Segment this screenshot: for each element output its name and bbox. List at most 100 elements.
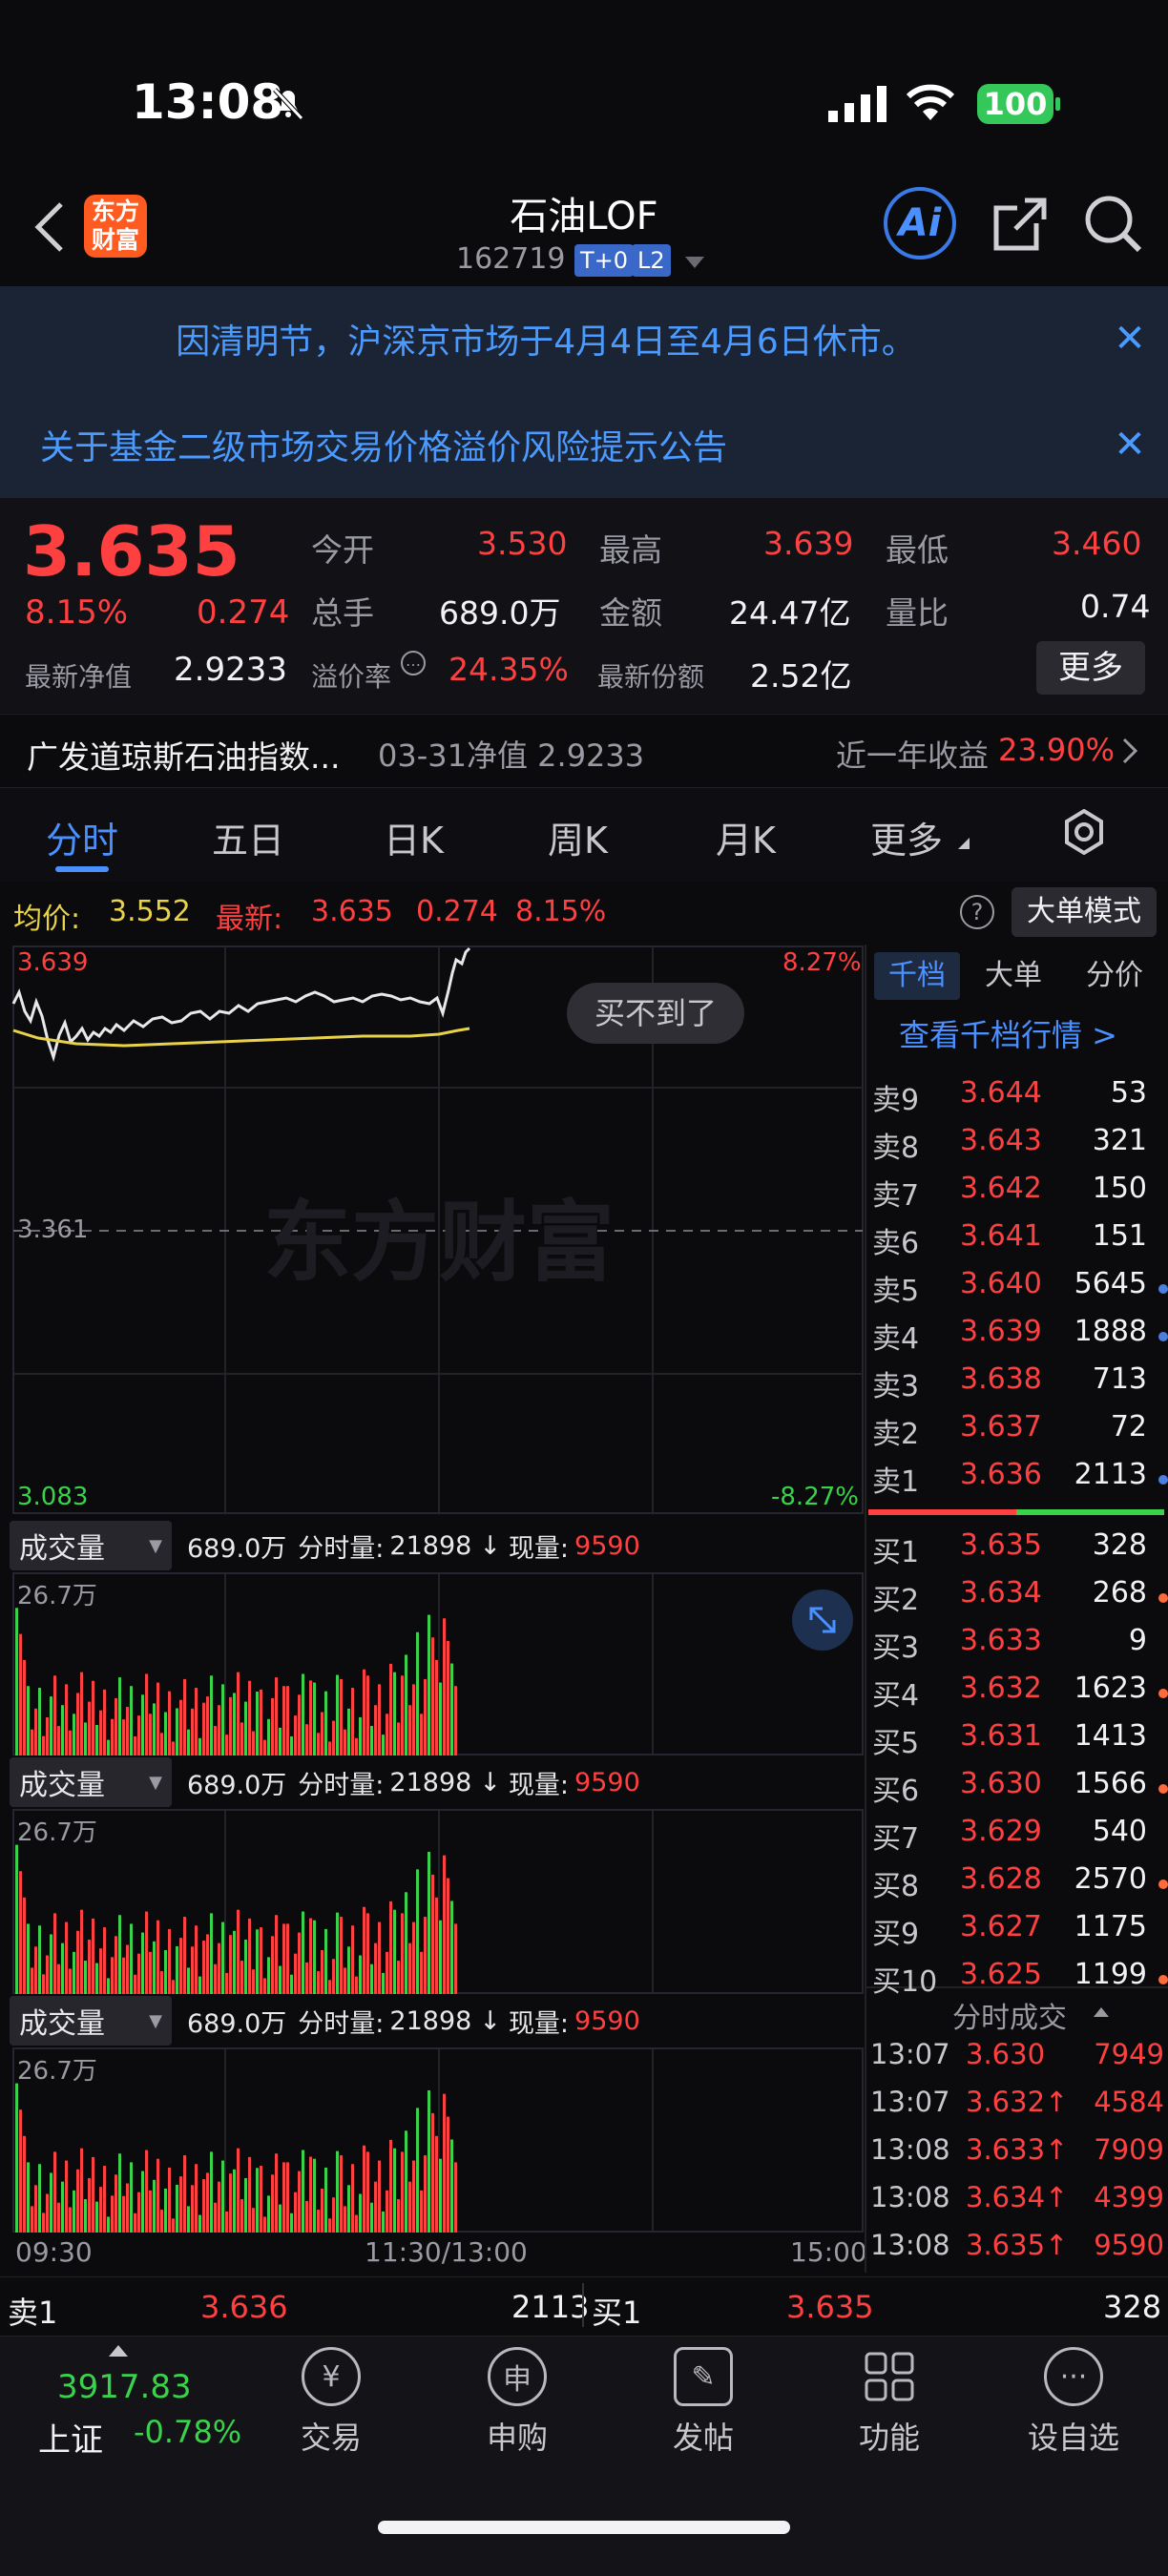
close-icon[interactable]: ✕	[1114, 317, 1146, 361]
index-name[interactable]: 上证	[38, 2421, 103, 2460]
volume-bar	[65, 1922, 68, 1994]
volume-dropdown[interactable]: 成交量 ▼	[10, 1757, 172, 1807]
price-chart[interactable]: 3.639 3.361 3.083 8.27% -8.27% 东方财富 买不到了	[0, 945, 865, 1517]
volume-bar	[111, 1718, 114, 1755]
latest-label: 最新:	[216, 903, 283, 936]
volume-dropdown[interactable]: 成交量 ▼	[10, 1521, 172, 1570]
volume-bar	[176, 1945, 178, 1994]
nav-subscribe[interactable]: 申 申购	[427, 2347, 608, 2458]
tab-5day[interactable]: 五日	[212, 820, 285, 862]
tab-price-dist[interactable]: 分价	[1086, 959, 1143, 992]
info-icon[interactable]: …	[401, 651, 426, 675]
asks-row[interactable]: 卖9 3.644 53	[868, 1076, 1168, 1124]
full-depth-link[interactable]: 查看千档行情 >	[899, 1017, 1117, 1053]
bids-row[interactable]: 买5 3.631 1413	[868, 1719, 1168, 1767]
gear-icon[interactable]	[1061, 808, 1107, 859]
level-label: 买6	[872, 1775, 920, 1808]
nav-watchlist[interactable]: ··· 设自选	[983, 2347, 1164, 2458]
bids-row[interactable]: 买7 3.629 540	[868, 1815, 1168, 1862]
battery-icon: 100	[977, 84, 1053, 124]
bids-row[interactable]: 买6 3.630 1566	[868, 1767, 1168, 1815]
nav-post[interactable]: ✎ 发帖	[613, 2347, 794, 2458]
volume-bar	[363, 1906, 365, 1994]
asks-row[interactable]: 卖5 3.640 5645	[868, 1267, 1168, 1315]
tab-monthly-k[interactable]: 月K	[716, 820, 776, 862]
volume-bar	[206, 1696, 209, 1755]
nav-functions[interactable]: 功能	[799, 2347, 980, 2458]
fs-label: 分时量:	[298, 1533, 385, 1564]
expand-icon[interactable]	[792, 1589, 853, 1651]
bids-row[interactable]: 买8 3.628 2570	[868, 1862, 1168, 1910]
volume-bar	[351, 2164, 354, 2233]
level-price: 3.627	[960, 1910, 1042, 1943]
tab-daily-k[interactable]: 日K	[384, 820, 444, 862]
asks-row[interactable]: 卖2 3.637 72	[868, 1410, 1168, 1458]
bids-row[interactable]: 买9 3.627 1175	[868, 1910, 1168, 1958]
asks-row[interactable]: 卖3 3.638 713	[868, 1362, 1168, 1410]
caret-up-icon[interactable]	[109, 2345, 128, 2357]
info-bar: 均价: 3.552 最新: 3.635 0.274 8.15% ? 大单模式	[0, 882, 1168, 945]
index-value[interactable]: 3917.83	[57, 2368, 192, 2406]
asks-row[interactable]: 卖6 3.641 151	[868, 1219, 1168, 1267]
volume-bar	[88, 1939, 91, 1994]
nav-trade-label: 交易	[300, 2420, 362, 2456]
asks-row[interactable]: 卖1 3.636 2113	[868, 1458, 1168, 1506]
asks-row[interactable]: 卖7 3.642 150	[868, 1172, 1168, 1219]
big-order-mode-button[interactable]: 大单模式	[1012, 887, 1157, 937]
more-button[interactable]: 更多	[1036, 641, 1145, 695]
clock: 13:08	[132, 74, 284, 130]
volume-bar	[210, 1913, 213, 1994]
ticks-title: 分时成交	[952, 2002, 1067, 2035]
back-icon[interactable]	[32, 200, 67, 258]
volume-bar	[61, 2181, 64, 2233]
year-return-value: 23.90%	[998, 732, 1116, 768]
volume-bar	[179, 2176, 182, 2233]
volume-bar	[439, 1682, 442, 1755]
bids-row[interactable]: 买4 3.632 1623	[868, 1672, 1168, 1719]
volume-bar	[405, 1892, 407, 1994]
tab-big-order[interactable]: 大单	[985, 959, 1042, 992]
caret-up-icon[interactable]	[1094, 2007, 1109, 2017]
last-price: 3.635	[23, 511, 240, 592]
cur-label: 现量:	[508, 1533, 570, 1564]
share-icon[interactable]	[992, 195, 1050, 256]
share-label: 最新份额	[597, 661, 705, 693]
volume-bar	[271, 1936, 274, 1994]
volume-bar	[73, 2190, 75, 2233]
holiday-notice[interactable]: 因清明节，沪深京市场于4月4日至4月6日休市。 ✕	[0, 286, 1168, 391]
volume-bar	[279, 2204, 282, 2233]
search-icon[interactable]	[1084, 195, 1143, 258]
volume-bar	[279, 1965, 282, 1994]
asks-row[interactable]: 卖4 3.639 1888	[868, 1315, 1168, 1362]
volume-bar	[149, 1714, 152, 1755]
bids-row[interactable]: 买3 3.633 9	[868, 1624, 1168, 1672]
bids-row[interactable]: 买10 3.625 1199	[868, 1958, 1168, 2005]
volume-bar	[73, 1714, 75, 1755]
bids-row[interactable]: 买1 3.635 328	[868, 1528, 1168, 1576]
tab-more[interactable]: 更多	[870, 820, 944, 862]
index-row[interactable]: 广发道琼斯石油指数... 03-31净值 2.9233 近一年收益 23.90%	[0, 714, 1168, 788]
tab-weekly-k[interactable]: 周K	[548, 820, 608, 862]
volume-bar	[141, 1932, 144, 1994]
tab-level[interactable]: 千档	[874, 952, 960, 1000]
tick-price: 3.630	[966, 2038, 1046, 2070]
volume-bar	[374, 1942, 377, 1994]
volume-bar	[141, 2171, 144, 2233]
volume-chart: 26.7万	[0, 1809, 865, 1994]
volume-bar	[420, 2190, 423, 2233]
volume-bar	[248, 1680, 251, 1755]
close-icon[interactable]: ✕	[1114, 423, 1146, 467]
chevron-down-icon[interactable]	[685, 256, 704, 274]
low-value: 3.460	[1052, 525, 1142, 562]
volume-bar	[416, 1869, 419, 1994]
nav-trade[interactable]: ¥ 交易	[240, 2347, 422, 2458]
volume-bar	[443, 2093, 446, 2233]
ai-button[interactable]: Ai	[884, 187, 956, 260]
tab-intraday[interactable]: 分时	[46, 820, 119, 862]
bids-row[interactable]: 买2 3.634 268	[868, 1576, 1168, 1624]
volume-dropdown[interactable]: 成交量 ▼	[10, 1996, 172, 2046]
asks-row[interactable]: 卖8 3.643 321	[868, 1124, 1168, 1172]
index-pct[interactable]: -0.78%	[134, 2414, 242, 2450]
risk-notice[interactable]: 关于基金二级市场交易价格溢价风险提示公告 ✕	[0, 391, 1168, 498]
help-icon[interactable]: ?	[960, 895, 994, 929]
